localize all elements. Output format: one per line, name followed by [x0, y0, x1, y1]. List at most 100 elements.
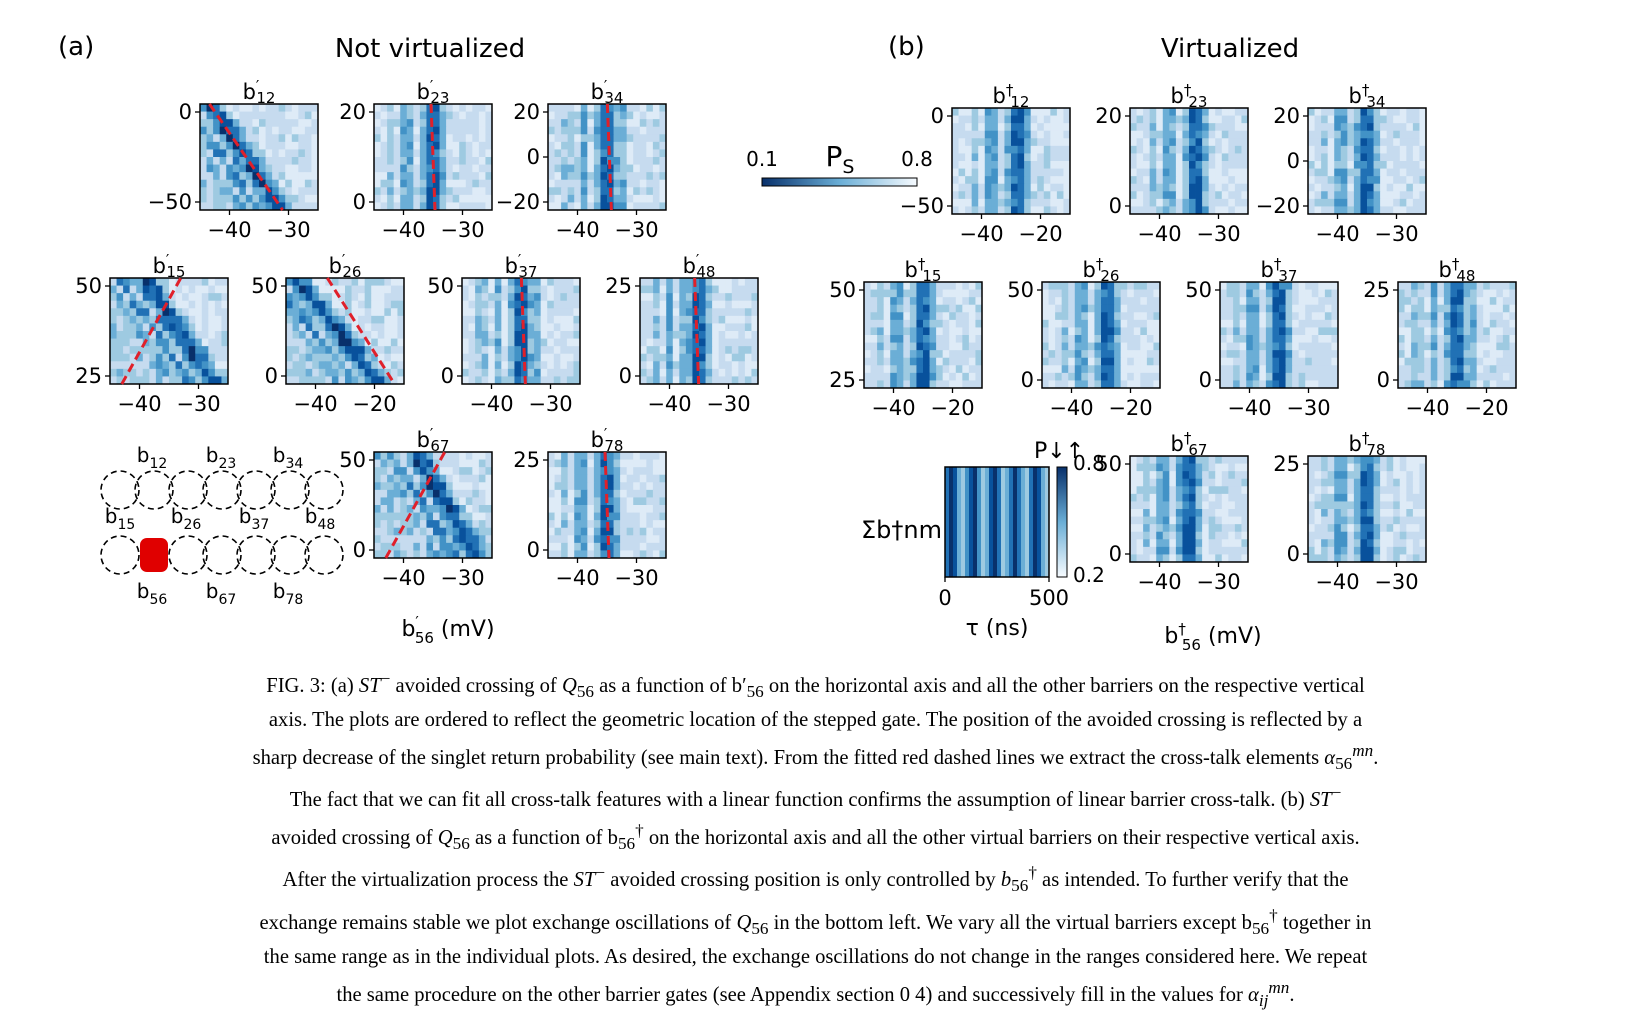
heatmap-cell [1024, 198, 1032, 207]
heatmap-cell [351, 308, 359, 317]
heatmap-cell [567, 164, 575, 173]
heatmap-frame [461, 277, 581, 385]
heatmap-cell [997, 123, 1005, 132]
heatmap-cell [1380, 183, 1388, 192]
heatmap-cell [1195, 138, 1203, 147]
heatmap-cell [554, 542, 562, 551]
heatmap-cell [462, 368, 469, 377]
colorbar-ps-bar [761, 177, 918, 187]
heatmap-cell [725, 285, 733, 294]
heatmap-cell [1412, 206, 1420, 215]
heatmap-cell [561, 141, 569, 150]
heatmap-cell [968, 304, 976, 313]
heatmap-cell [1101, 342, 1108, 351]
heatmap-cell [744, 315, 752, 324]
heatmap-cell [672, 323, 680, 332]
heatmap-cell [1169, 501, 1177, 510]
heatmap-cell [278, 149, 286, 158]
heatmap-cell [311, 149, 319, 158]
heatmap-cell [1043, 123, 1051, 132]
heatmap-cell [666, 300, 674, 309]
heatmap-cell [1101, 372, 1108, 381]
heatmap-cell [123, 346, 131, 355]
y-tick-label: 50 [339, 448, 366, 472]
heatmap-cell [971, 161, 979, 169]
heatmap-cell [659, 119, 667, 128]
heatmap-cell [725, 323, 733, 332]
heatmap-cell [547, 293, 555, 302]
heatmap-cell [507, 278, 515, 286]
heatmap-cell [239, 202, 247, 211]
heatmap-cell [465, 520, 473, 529]
heatmap-cell [971, 115, 979, 124]
heatmap-cell [116, 376, 124, 385]
heatmap-cell [975, 312, 983, 321]
heatmap-cell [652, 512, 660, 521]
heatmap-cell [1347, 153, 1355, 162]
heatmap-cell [1321, 115, 1329, 124]
heatmap-cell [397, 368, 405, 377]
heatmap-cell [232, 194, 240, 203]
heatmap-cell [1483, 304, 1491, 313]
heatmap-cell [909, 282, 917, 290]
heatmap-cell [1234, 198, 1242, 207]
heatmap-cell [561, 157, 569, 165]
heatmap-cell [1406, 145, 1414, 154]
heatmap-cell [534, 361, 542, 370]
heatmap-cell [1246, 342, 1254, 351]
heatmap-cell [962, 319, 970, 328]
panel-b-xlabel: b† 56 (mV) [1164, 620, 1261, 654]
heatmap-cell [226, 149, 234, 158]
heatmap-cell [1509, 282, 1517, 290]
heatmap-cell [1215, 191, 1223, 200]
heatmap-cell [1081, 357, 1089, 366]
heatmap-cell [1285, 327, 1293, 336]
heatmap-cell [413, 157, 421, 165]
heatmap-cell [633, 482, 641, 491]
heatmap-cell [984, 206, 992, 215]
heatmap-cell [201, 315, 209, 324]
heatmap-cell [433, 119, 440, 128]
heatmap-cell [685, 323, 693, 332]
heatmap-cell [439, 505, 447, 513]
heatmap-cell [1285, 365, 1293, 374]
heatmap-cell [1314, 456, 1322, 464]
heatmap-cell [1314, 509, 1322, 517]
heatmap-cell [1153, 304, 1161, 313]
heatmap-cell [659, 308, 667, 317]
heatmap-cell [573, 361, 581, 370]
heatmap-cell [653, 278, 661, 286]
heatmap-cell [1081, 350, 1089, 359]
heatmap-cell [397, 361, 405, 370]
heatmap-cell [1068, 335, 1076, 343]
heatmap-cell [384, 353, 392, 362]
heatmap-cell [652, 149, 660, 158]
heatmap-cell [1496, 304, 1504, 313]
heatmap-cell [548, 194, 555, 203]
heatmap-cell [1509, 304, 1517, 313]
heatmap-cell [325, 368, 333, 377]
y-tick-label: −20 [1256, 194, 1300, 218]
heatmap-cell [219, 179, 227, 188]
heatmap-cell [1056, 206, 1064, 215]
exchange-xlabel: τ (ns) [966, 616, 1029, 641]
heatmap-cell [208, 315, 216, 324]
heatmap-cell [259, 126, 266, 135]
heatmap-cell [1068, 350, 1076, 359]
heatmap-cell [566, 346, 574, 355]
heatmap-cell [1042, 350, 1049, 359]
heatmap-cell [870, 372, 878, 381]
heatmap-cell [1360, 130, 1368, 139]
heatmap-cell [738, 338, 746, 347]
heatmap-cell [1017, 108, 1025, 116]
heatmap-cell [318, 376, 326, 385]
heatmap-cell [439, 141, 447, 150]
heatmap-cell [299, 293, 307, 302]
heatmap-cell [1476, 350, 1484, 359]
heatmap-cell [232, 134, 240, 143]
heatmap-cell [864, 297, 871, 306]
heatmap-cell [1024, 145, 1032, 154]
heatmap-cell [1496, 297, 1504, 306]
heatmap-cell [397, 285, 405, 294]
